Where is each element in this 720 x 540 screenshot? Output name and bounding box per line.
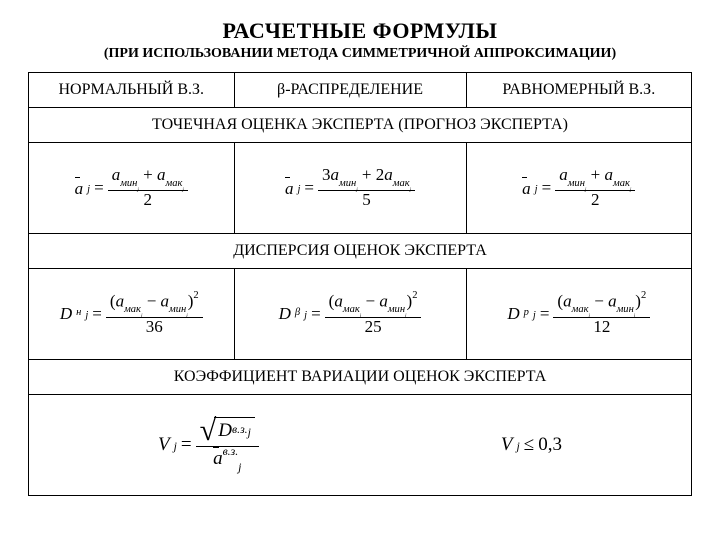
section-title-point-estimate: ТОЧЕЧНАЯ ОЦЕНКА ЭКСПЕРТА (ПРОГНОЗ ЭКСПЕР…	[29, 108, 692, 143]
section-row-coef-var: КОЭФФИЦИЕНТ ВАРИАЦИИ ОЦЕНОК ЭКСПЕРТА	[29, 360, 692, 395]
table-header-row: НОРМАЛЬНЫЙ В.З. β-РАСПРЕДЕЛЕНИЕ РАВНОМЕР…	[29, 73, 692, 108]
formula-normal-variance: Dнj = (aмакj − aминj)2 36	[29, 269, 235, 360]
formula-table: НОРМАЛЬНЫЙ В.З. β-РАСПРЕДЕЛЕНИЕ РАВНОМЕР…	[28, 72, 692, 496]
section-title-variance: ДИСПЕРСИЯ ОЦЕНОК ЭКСПЕРТА	[29, 234, 692, 269]
section-row-variance: ДИСПЕРСИЯ ОЦЕНОК ЭКСПЕРТА	[29, 234, 692, 269]
formula-coef-var: Vj = √ Dв.з.j	[29, 395, 692, 496]
formula-row-variance: Dнj = (aмакj − aминj)2 36 Dβj =	[29, 269, 692, 360]
section-title-coef-var: КОЭФФИЦИЕНТ ВАРИАЦИИ ОЦЕНОК ЭКСПЕРТА	[29, 360, 692, 395]
formula-uniform-variance: Dрj = (aмакj − aминj)2 12	[466, 269, 691, 360]
formula-normal-mean: aj = aминj + aмакj 2	[29, 143, 235, 234]
col-header-normal: НОРМАЛЬНЫЙ В.З.	[29, 73, 235, 108]
col-header-uniform: РАВНОМЕРНЫЙ В.З.	[466, 73, 691, 108]
page: РАСЧЕТНЫЕ ФОРМУЛЫ (ПРИ ИСПОЛЬЗОВАНИИ МЕТ…	[0, 0, 720, 540]
col-header-beta: β-РАСПРЕДЕЛЕНИЕ	[234, 73, 466, 108]
page-title: РАСЧЕТНЫЕ ФОРМУЛЫ	[28, 18, 692, 44]
formula-row-point-estimate: aj = aминj + aмакj 2 aj =	[29, 143, 692, 234]
section-row-point-estimate: ТОЧЕЧНАЯ ОЦЕНКА ЭКСПЕРТА (ПРОГНОЗ ЭКСПЕР…	[29, 108, 692, 143]
coef-var-equation: Vj = √ Dв.з.j	[158, 417, 259, 473]
page-subtitle: (ПРИ ИСПОЛЬЗОВАНИИ МЕТОДА СИММЕТРИЧНОЙ А…	[28, 46, 692, 62]
formula-row-coef-var: Vj = √ Dв.з.j	[29, 395, 692, 496]
formula-beta-variance: Dβj = (aмакj − aминj)2 25	[234, 269, 466, 360]
formula-uniform-mean: aj = aминj + aмакj 2	[466, 143, 691, 234]
formula-beta-mean: aj = 3aминj + 2aмакj 5	[234, 143, 466, 234]
coef-var-condition: Vj ≤ 0,3	[501, 434, 562, 456]
